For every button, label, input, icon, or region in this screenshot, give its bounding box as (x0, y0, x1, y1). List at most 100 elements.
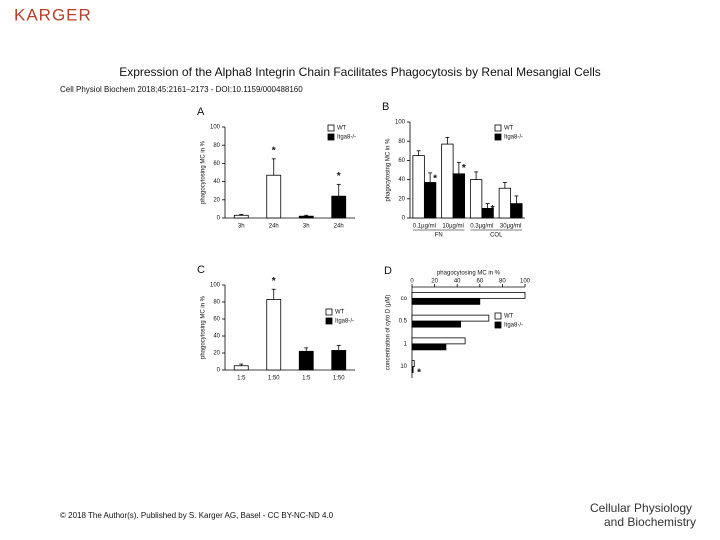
bar (411, 314, 490, 322)
x-tick-label: 1:50 (268, 376, 280, 382)
x-tick-label: 1:5 (237, 376, 246, 382)
x-tick-label: 60 (476, 279, 483, 285)
copyright: © 2018 The Author(s). Published by S. Ka… (60, 511, 334, 520)
x-axis-label: phagocytosing MC in % (437, 271, 501, 277)
annotation: * (272, 276, 276, 287)
journal: and Biochemistry (604, 515, 696, 529)
y-tick-label: 100 (395, 120, 406, 126)
group-label: COL (490, 233, 503, 239)
y-tick-label: 10 (400, 364, 407, 370)
legend-label: WT (335, 310, 345, 316)
bar (411, 291, 526, 299)
bar (331, 350, 347, 371)
x-tick-label: 0.3µg/ml (470, 224, 493, 230)
annotation: * (272, 145, 276, 156)
y-tick-label: 20 (213, 351, 220, 357)
x-tick-label: 0 (410, 279, 414, 285)
y-axis-label: concentration of cyto D (µM) (386, 295, 392, 370)
bar (298, 215, 314, 219)
legend-label: WT (504, 314, 514, 320)
panel-label: B (382, 101, 389, 113)
y-tick-label: 0 (402, 216, 406, 222)
y-tick-label: 0 (217, 368, 221, 374)
x-tick-label: 20 (431, 279, 438, 285)
y-tick-label: 40 (213, 334, 220, 340)
y-tick-label: co (401, 296, 408, 302)
x-tick-label: 24h (334, 224, 344, 230)
x-tick-label: 80 (499, 279, 506, 285)
citation: Cell Physiol Biochem 2018;45:2161–2173 -… (60, 85, 303, 94)
x-tick-label: 40 (454, 279, 461, 285)
y-tick-label: 1 (404, 341, 408, 347)
bar (411, 297, 481, 305)
annotation: * (417, 367, 421, 378)
bar (412, 155, 425, 219)
legend-swatch (325, 308, 333, 316)
y-tick-label: 20 (213, 197, 220, 203)
legend-swatch (327, 124, 335, 132)
y-tick-label: 60 (213, 161, 220, 167)
x-tick-label: 3h (238, 224, 245, 230)
annotation: * (433, 174, 437, 185)
panel-label: C (197, 264, 205, 276)
legend-label: WT (504, 126, 514, 132)
logo: KARGER (14, 5, 92, 24)
y-tick-label: 0 (217, 216, 221, 222)
bar (411, 320, 461, 328)
y-tick-label: 80 (398, 139, 405, 145)
bar (441, 143, 454, 219)
title: Expression of the Alpha8 Integrin Chain … (119, 65, 601, 79)
y-tick-label: 60 (398, 158, 405, 164)
x-tick-label: 30µg/ml (500, 224, 521, 230)
bar (411, 337, 466, 345)
legend-label: Itga8-/- (504, 135, 523, 141)
bar (469, 179, 483, 219)
legend-swatch (494, 321, 502, 329)
annotation: * (462, 163, 466, 174)
annotation: * (491, 204, 495, 215)
bar (233, 214, 249, 219)
legend-label: Itga8-/- (504, 323, 523, 329)
bar (452, 173, 466, 219)
x-tick-label: 0.1µg/ml (413, 224, 436, 230)
bar (298, 350, 314, 371)
bar (423, 182, 437, 219)
bar (266, 174, 282, 219)
y-axis-label: phagocytosing MC in % (201, 295, 207, 359)
journal: Cellular Physiology (590, 501, 692, 515)
y-tick-label: 20 (398, 196, 405, 202)
y-tick-label: 100 (210, 125, 221, 131)
x-tick-label: 100 (520, 279, 531, 285)
y-tick-label: 80 (213, 143, 220, 149)
y-tick-label: 40 (398, 177, 405, 183)
legend-swatch (327, 133, 335, 141)
bar (233, 365, 249, 371)
bar (411, 360, 415, 368)
panel-label: A (197, 106, 205, 118)
x-tick-label: 1:50 (333, 376, 345, 382)
legend-swatch (494, 312, 502, 320)
legend-swatch (494, 133, 502, 141)
y-axis-label: phagocytosing MC in % (201, 140, 207, 204)
bar (411, 366, 414, 374)
y-tick-label: 0.5 (399, 319, 408, 325)
bar (331, 195, 347, 219)
x-tick-label: 3h (303, 224, 310, 230)
bar (498, 187, 512, 219)
y-tick-label: 80 (213, 300, 220, 306)
legend-swatch (494, 124, 502, 132)
legend-label: Itga8-/- (335, 319, 354, 325)
y-axis-label: phagocytosing MC in % (386, 138, 392, 202)
bar (510, 203, 523, 219)
bar (266, 299, 282, 371)
y-tick-label: 60 (213, 317, 220, 323)
x-tick-label: 24h (269, 224, 279, 230)
legend-swatch (325, 317, 333, 325)
x-tick-label: 1:5 (302, 376, 311, 382)
y-tick-label: 40 (213, 179, 220, 185)
x-tick-label: 10µg/ml (442, 224, 463, 230)
panel-label: D (384, 265, 392, 277)
group-label: FN (435, 233, 443, 239)
y-tick-label: 100 (210, 283, 221, 289)
